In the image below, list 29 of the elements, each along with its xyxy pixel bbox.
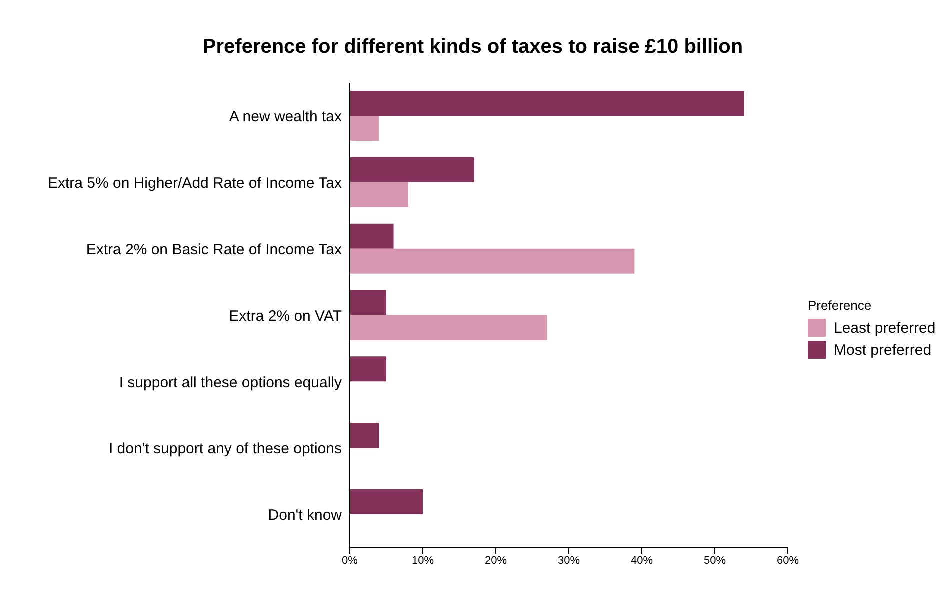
y-tick-label: Don't know (268, 507, 342, 524)
chart-title: Preference for different kinds of taxes to raise £10 billion (202, 36, 744, 59)
bar (350, 423, 380, 448)
legend-label: Most preferred (834, 342, 932, 358)
y-tick-label: A new wealth tax (229, 108, 342, 126)
x-tick-label: 30% (558, 554, 580, 567)
bar (350, 248, 635, 274)
x-tick-label: 60% (776, 554, 800, 567)
y-tick-label: Extra 5% on Higher/Add Rate of Income Tax (48, 174, 342, 192)
bar (350, 157, 474, 182)
y-tick-label: Extra 2% on VAT (229, 308, 342, 325)
bar (350, 356, 386, 382)
y-tick-label: Extra 2% on Basic Rate of Income Tax (86, 241, 342, 258)
x-tick-label: 20% (484, 554, 508, 567)
legend-label: Least preferred (834, 320, 936, 336)
bar (350, 315, 548, 340)
x-tick-label: 10% (412, 554, 434, 567)
bar (350, 290, 386, 316)
y-tick-label: I support all these options equally (119, 374, 342, 392)
legend-title: Preference (808, 298, 873, 313)
bar (350, 116, 380, 141)
bar (350, 224, 394, 249)
x-tick-label: 40% (630, 554, 654, 567)
bar (350, 182, 408, 208)
x-tick-label: 50% (704, 554, 726, 567)
bar (350, 490, 423, 515)
y-tick-label: I don't support any of these options (108, 440, 342, 458)
x-tick-label: 0% (342, 554, 358, 567)
bar (350, 90, 744, 116)
